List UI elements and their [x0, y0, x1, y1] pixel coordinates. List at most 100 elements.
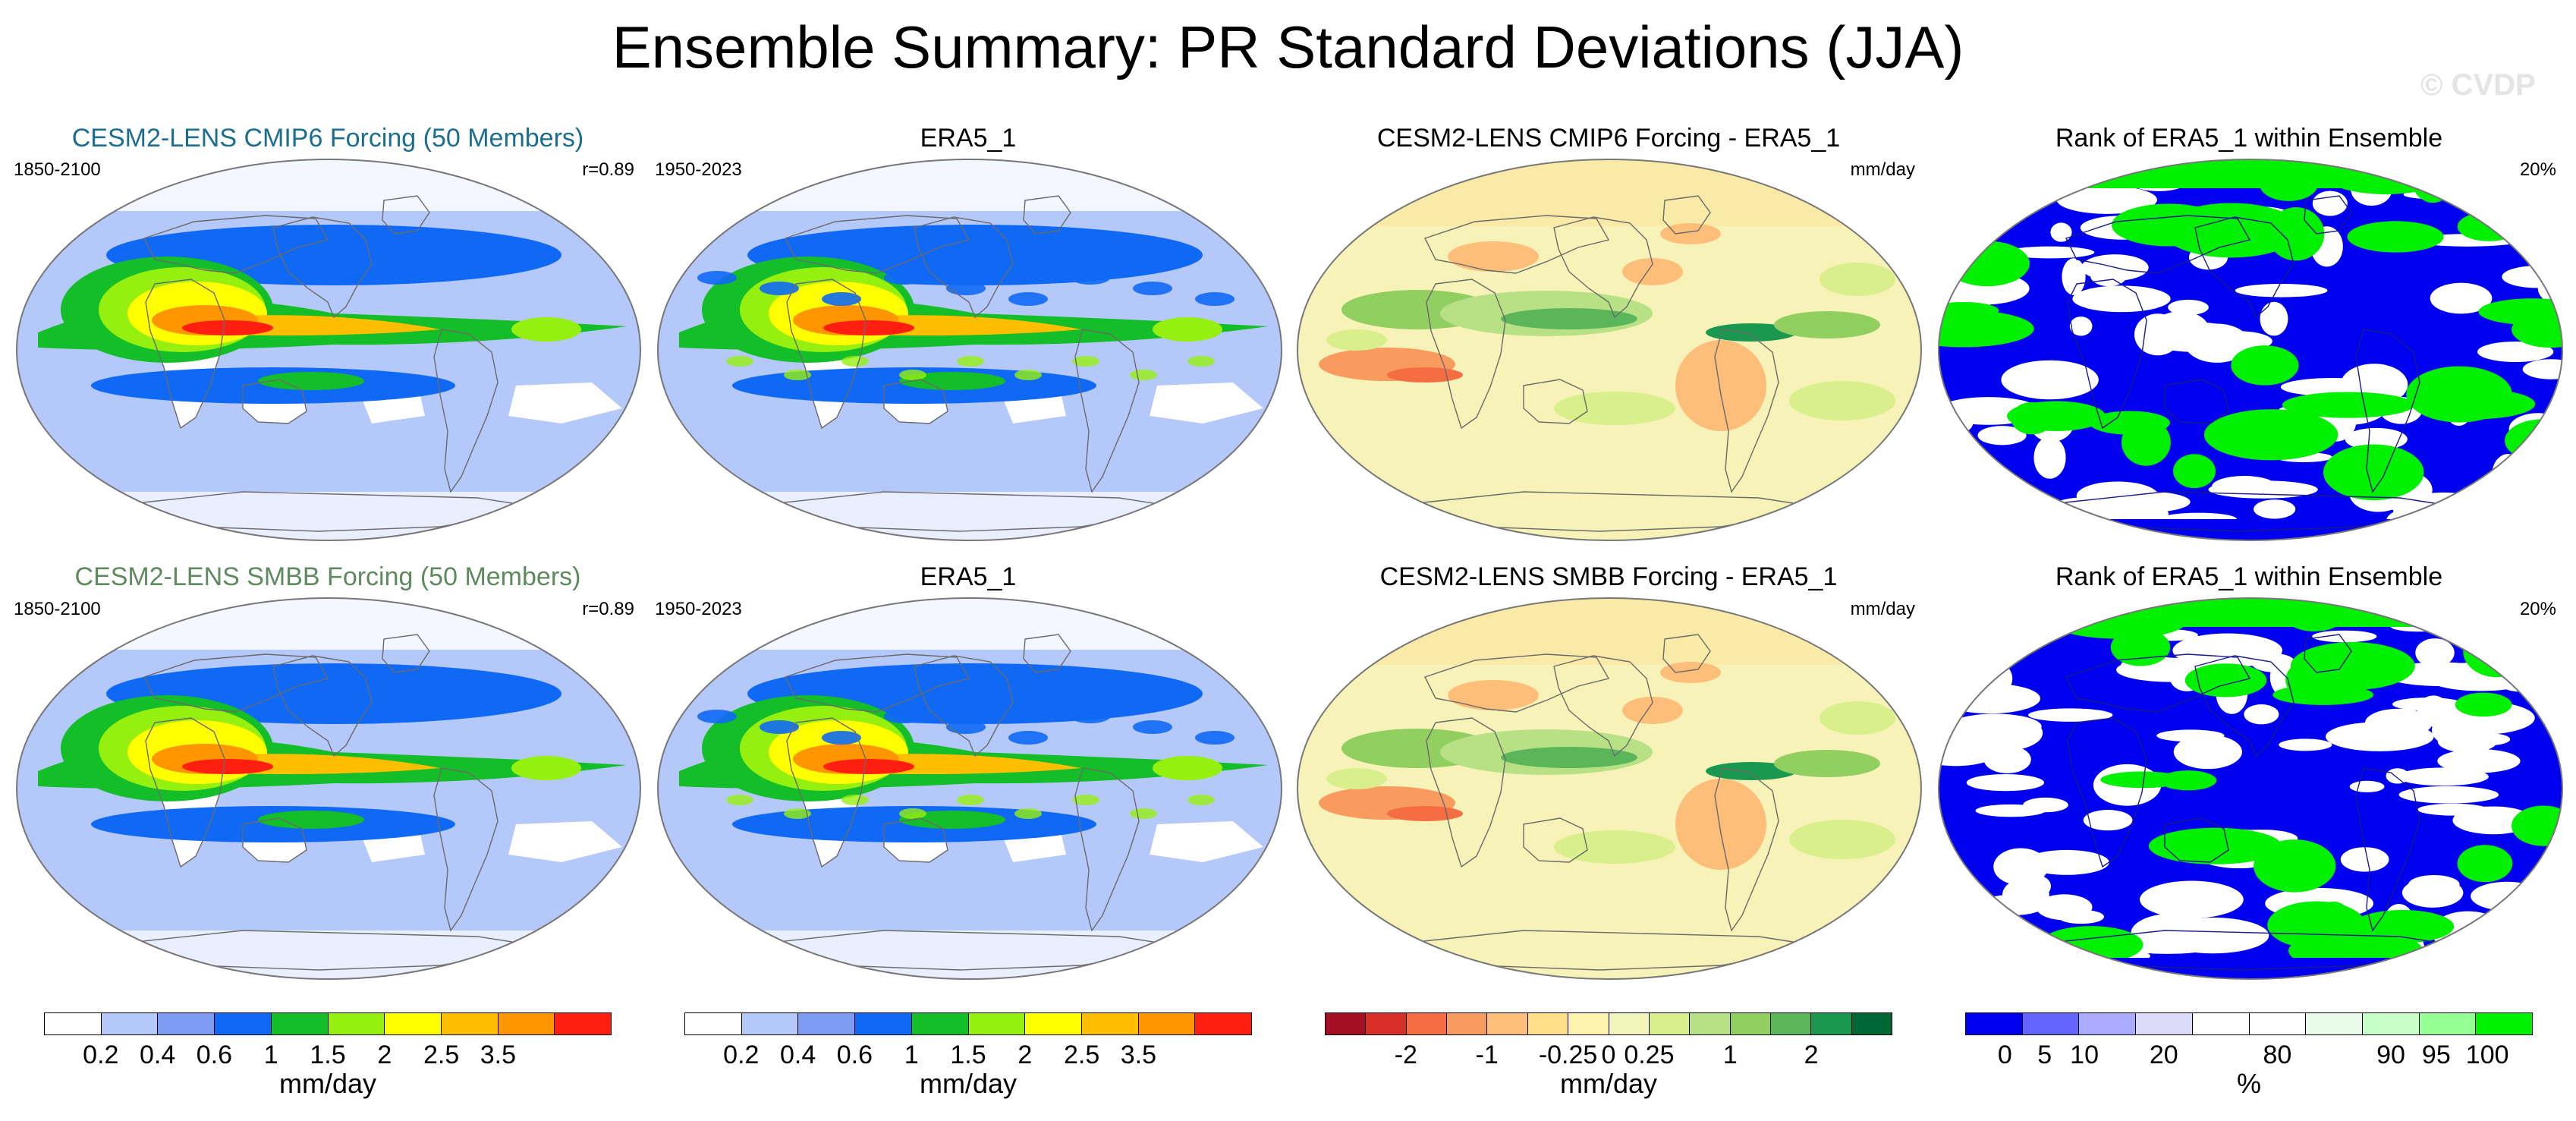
colorbar-tick-label: 3.5 [480, 1041, 517, 1069]
colorbar [1965, 1012, 2533, 1035]
colorbar-tick-label: 5 [2037, 1041, 2052, 1069]
colorbar-tick-label: 1 [904, 1041, 919, 1069]
colorbar-tick-label: 2.5 [1063, 1041, 1100, 1069]
panel-right-label: mm/day [1850, 599, 1915, 619]
colorbar-swatch [1649, 1013, 1691, 1034]
panel-title: CESM2-LENS CMIP6 Forcing (50 Members) [71, 124, 584, 153]
colorbar-swatch [2306, 1013, 2363, 1034]
colorbar-swatch [101, 1013, 159, 1034]
colorbar-swatch [1851, 1013, 1892, 1034]
colorbar-swatch [215, 1013, 272, 1034]
colorbar-swatch [328, 1013, 385, 1034]
global-map [657, 159, 1282, 541]
colorbar [1325, 1012, 1892, 1035]
colorbar-tick-label: 20 [2149, 1041, 2178, 1069]
colorbar-tick-label: 95 [2421, 1041, 2451, 1069]
panel-title: ERA5_1 [920, 562, 1017, 591]
colorbar-swatch [1690, 1013, 1731, 1034]
colorbar-tick-label: 0.4 [779, 1041, 816, 1069]
figure-title: Ensemble Summary: PR Standard Deviations… [612, 14, 1964, 80]
colorbar-swatch [498, 1013, 555, 1034]
panel-title: CESM2-LENS CMIP6 Forcing - ERA5_1 [1376, 124, 1841, 153]
colorbar-swatch [555, 1013, 612, 1034]
colorbar [44, 1012, 612, 1035]
global-map [1938, 159, 2563, 541]
colorbar-swatch [1138, 1013, 1196, 1034]
colorbar-swatch [1025, 1013, 1082, 1034]
colorbar-tick-label: 0 [1997, 1041, 2012, 1069]
colorbar-swatch [1811, 1013, 1852, 1034]
colorbar-tick-label: 100 [2465, 1041, 2509, 1069]
colorbar-tick-label: 1 [1722, 1041, 1738, 1069]
panel-period-label: 1850-2100 [14, 159, 101, 180]
colorbar-swatch [1326, 1013, 1367, 1034]
colorbar-unit-label: mm/day [1559, 1068, 1658, 1099]
colorbar-unit-label: mm/day [278, 1068, 377, 1099]
colorbar-tick-label: 80 [2263, 1041, 2292, 1069]
global-map [16, 597, 641, 980]
colorbar-swatch [1527, 1013, 1569, 1034]
colorbar-swatch [1770, 1013, 1812, 1034]
colorbar-swatch [1609, 1013, 1650, 1034]
colorbar-swatch [968, 1013, 1026, 1034]
global-map [16, 159, 641, 541]
panel-right-label: 20% [2519, 159, 2556, 180]
colorbar-swatch [855, 1013, 912, 1034]
colorbar-tick-label: -1 [1475, 1041, 1499, 1069]
colorbar-swatch [741, 1013, 799, 1034]
global-map [1297, 597, 1922, 980]
colorbar-swatch [1195, 1013, 1252, 1034]
colorbar-tick-label: -0.25 [1538, 1041, 1598, 1069]
colorbar-tick-label: 2 [1018, 1041, 1033, 1069]
global-map [1297, 159, 1922, 541]
global-map [657, 597, 1282, 980]
colorbar-swatch [385, 1013, 442, 1034]
panel-right-label: r=0.89 [582, 159, 634, 180]
colorbar-swatch [685, 1013, 742, 1034]
cvdp-watermark: © CVDP [2420, 68, 2536, 102]
colorbar-swatch [158, 1013, 215, 1034]
colorbar-swatch [911, 1013, 969, 1034]
colorbar-swatch [1406, 1013, 1448, 1034]
colorbar-tick-label: 0.2 [83, 1041, 119, 1069]
panel-title: Rank of ERA5_1 within Ensemble [2055, 562, 2443, 591]
colorbar-swatch [2419, 1013, 2477, 1034]
panel-right-label: 20% [2519, 599, 2556, 619]
colorbar-swatch [2022, 1013, 2080, 1034]
colorbar-swatch [2136, 1013, 2193, 1034]
global-map [1938, 597, 2563, 980]
panel-right-label: r=0.89 [582, 599, 634, 619]
colorbar-tick-label: 90 [2376, 1041, 2405, 1069]
colorbar-tick-label: 10 [2070, 1041, 2099, 1069]
panel-period-label: 1950-2023 [655, 159, 742, 180]
colorbar-swatch [2362, 1013, 2420, 1034]
colorbar-tick-label: 2 [1804, 1041, 1819, 1069]
colorbar-swatch [2079, 1013, 2137, 1034]
colorbar-swatch [271, 1013, 329, 1034]
panel-right-label: mm/day [1850, 159, 1915, 180]
colorbar-tick-label: 0.6 [196, 1041, 233, 1069]
colorbar-swatch [1966, 1013, 2023, 1034]
colorbar-tick-label: 0 [1601, 1041, 1616, 1069]
colorbar-swatch [45, 1013, 102, 1034]
colorbar-swatch [2249, 1013, 2307, 1034]
colorbar-tick-label: 1.5 [950, 1041, 986, 1069]
colorbar-tick-label: 3.5 [1120, 1041, 1157, 1069]
colorbar-tick-label: 2 [377, 1041, 392, 1069]
colorbar-tick-label: 0.6 [836, 1041, 873, 1069]
colorbar-tick-label: 0.25 [1624, 1041, 1675, 1069]
colorbar-swatch [1447, 1013, 1488, 1034]
colorbar-tick-label: 1 [263, 1041, 278, 1069]
colorbar-tick-label: 0.4 [139, 1041, 176, 1069]
colorbar-tick-label: 2.5 [423, 1041, 460, 1069]
colorbar-unit-label: mm/day [919, 1068, 1018, 1099]
colorbar-swatch [1081, 1013, 1139, 1034]
colorbar-swatch [1487, 1013, 1528, 1034]
colorbar-swatch [2476, 1013, 2533, 1034]
colorbar-tick-label: -2 [1394, 1041, 1417, 1069]
panel-period-label: 1850-2100 [14, 599, 101, 619]
colorbar-swatch [1730, 1013, 1771, 1034]
panel-title: CESM2-LENS SMBB Forcing (50 Members) [74, 562, 581, 591]
panel-period-label: 1950-2023 [655, 599, 742, 619]
